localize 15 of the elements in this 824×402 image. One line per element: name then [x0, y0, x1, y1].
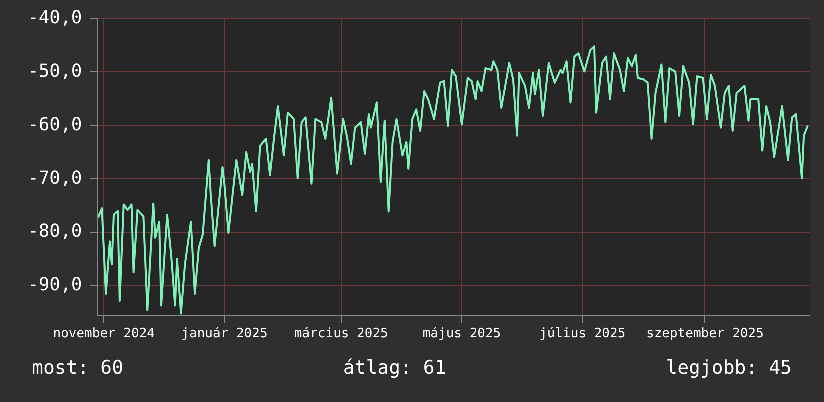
x-tick-label: március 2025 — [294, 326, 388, 342]
text: most: 60 — [32, 357, 124, 379]
y-tick-label: -90,0 — [28, 274, 82, 296]
x-tick-label: november 2024 — [53, 326, 156, 342]
x-tick-label: szeptember 2025 — [646, 326, 764, 342]
y-tick-label: -70,0 — [28, 168, 82, 189]
y-tick-label: -40,0 — [28, 7, 82, 28]
y-tick-label: -50,0 — [28, 60, 82, 82]
text: átlag: 61 — [343, 357, 446, 379]
x-tick-label: január 2025 — [182, 326, 268, 342]
x-tick-label: július 2025 — [540, 326, 626, 342]
y-tick-label: -60,0 — [28, 114, 82, 136]
x-tick-label: május 2025 — [422, 326, 502, 342]
y-tick-label: -80,0 — [28, 221, 82, 242]
text: legjobb: 45 — [666, 357, 792, 379]
